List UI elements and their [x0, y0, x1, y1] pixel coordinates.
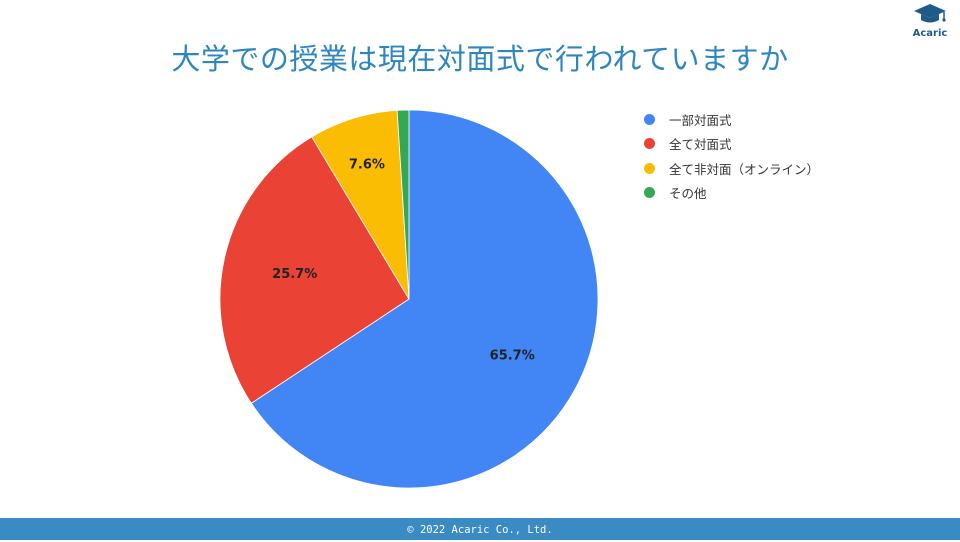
graduation-cap-icon [914, 4, 946, 23]
pie-slice-0 [250, 109, 599, 489]
data-label-0: 65.7% [490, 348, 535, 363]
page-title: 大学での授業は現在対面式で行われていますか [171, 42, 789, 76]
data-label-2: 7.6% [349, 158, 385, 173]
footer-copyright: © 2022 Acaric Co., Ltd. [0, 518, 960, 540]
pie-slice-1 [219, 136, 410, 404]
chart-legend: 一部対面式全て対面式全て非対面（オンライン） その他 [644, 107, 819, 205]
data-label-1: 25.7% [272, 267, 317, 282]
legend-swatch-0 [644, 113, 655, 125]
legend-item-0: 一部対面式 [644, 107, 819, 132]
logo-text: Acaric [912, 28, 948, 39]
legend-swatch-2 [644, 162, 655, 174]
pie-slice-3 [396, 109, 410, 300]
brand-logo: Acaric [908, 2, 952, 39]
legend-label-2: 全て非対面（オンライン） [669, 161, 820, 177]
legend-label-3: その他 [669, 186, 707, 202]
legend-item-3: その他 [644, 181, 819, 206]
legend-item-2: 全て非対面（オンライン） [644, 156, 819, 181]
legend-label-1: 全て対面式 [669, 137, 732, 153]
legend-item-1: 全て対面式 [644, 132, 819, 157]
legend-swatch-3 [644, 187, 655, 199]
legend-label-0: 一部対面式 [669, 112, 732, 128]
legend-swatch-1 [644, 138, 655, 150]
